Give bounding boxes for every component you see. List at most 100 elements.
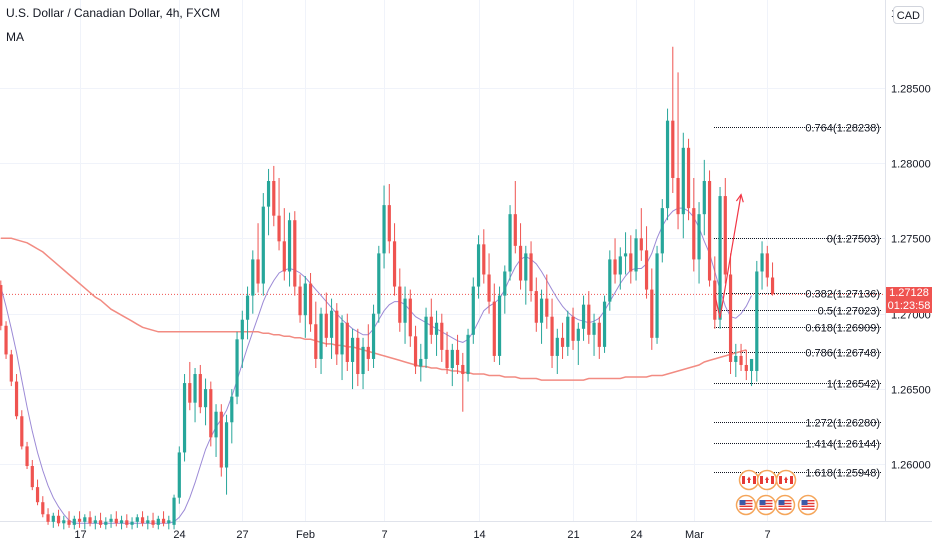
fib-extension-levels[interactable]: 0.764(1.28238) 0(1.27503) 0.382(1.27136) 0.… bbox=[714, 123, 882, 480]
candle bbox=[261, 193, 265, 296]
price-axis[interactable]: 1.260001.265001.270001.275001.280001.285… bbox=[891, 8, 931, 472]
ca-flag-icon[interactable] bbox=[738, 469, 760, 491]
candle-body bbox=[508, 214, 512, 272]
candle bbox=[182, 374, 187, 462]
candle-body bbox=[592, 322, 596, 335]
maple-leaf bbox=[784, 476, 788, 483]
candle bbox=[419, 343, 423, 382]
candle bbox=[529, 241, 533, 302]
candle-body bbox=[718, 196, 722, 320]
projection-arrowhead bbox=[735, 193, 744, 203]
candle bbox=[387, 184, 391, 254]
candle bbox=[466, 328, 470, 382]
candle bbox=[382, 185, 386, 269]
candle bbox=[172, 494, 176, 530]
candle bbox=[560, 322, 565, 359]
candle bbox=[245, 286, 250, 340]
candle bbox=[83, 514, 87, 530]
time-tick-label: 24 bbox=[630, 529, 642, 541]
candle bbox=[188, 361, 192, 411]
candle-body bbox=[770, 277, 775, 295]
time-tick-label: 7 bbox=[764, 529, 770, 541]
flag-stripe bbox=[759, 502, 773, 505]
candle-body bbox=[413, 336, 418, 367]
candle-body bbox=[230, 396, 234, 423]
flag-canton bbox=[778, 500, 785, 505]
candle-body bbox=[156, 518, 160, 525]
candle-body bbox=[471, 286, 475, 335]
ma-legend[interactable]: MA bbox=[6, 30, 24, 44]
candle-body bbox=[702, 180, 706, 215]
currency-badge[interactable]: CAD bbox=[892, 6, 924, 24]
candle-body bbox=[419, 358, 423, 367]
chart-title: U.S. Dollar / Canadian Dollar, 4h, FXCM bbox=[6, 6, 221, 20]
us-flag-icon[interactable] bbox=[755, 494, 777, 516]
us-flag-icon[interactable] bbox=[774, 494, 796, 516]
candle bbox=[251, 250, 255, 314]
flag-stripe bbox=[778, 508, 792, 510]
candle-body bbox=[172, 497, 176, 525]
candle bbox=[744, 349, 748, 381]
flag-stripe bbox=[739, 500, 753, 502]
candle bbox=[198, 364, 202, 414]
candle-body bbox=[261, 206, 265, 284]
flag-ring bbox=[774, 494, 796, 516]
candle-body bbox=[697, 214, 701, 260]
candle bbox=[534, 277, 538, 332]
candle bbox=[240, 310, 244, 368]
candle-body bbox=[319, 313, 323, 359]
candle-body bbox=[203, 389, 208, 408]
candle-body bbox=[461, 364, 465, 375]
fib-level-label: 0.382(1.27136) bbox=[805, 289, 880, 301]
flag-stripe bbox=[801, 505, 815, 507]
candle-body bbox=[198, 374, 202, 408]
fib-level-label: 1.414(1.26144) bbox=[805, 439, 880, 451]
candle bbox=[592, 313, 596, 356]
candle-body bbox=[125, 520, 129, 525]
ca-flag-icon[interactable] bbox=[775, 469, 797, 491]
candle-body bbox=[555, 337, 559, 356]
time-tick-label: 24 bbox=[173, 529, 185, 541]
candle-body bbox=[639, 238, 643, 251]
candle bbox=[209, 381, 213, 447]
candle bbox=[256, 223, 260, 293]
candle bbox=[739, 343, 743, 372]
candle-body bbox=[377, 253, 381, 314]
candle bbox=[203, 378, 208, 426]
candle bbox=[429, 298, 433, 344]
candle-body bbox=[177, 452, 181, 498]
candle bbox=[20, 410, 24, 450]
candle-body bbox=[30, 466, 34, 488]
candle-body bbox=[0, 285, 3, 326]
candle-body bbox=[655, 253, 659, 338]
candle-body bbox=[671, 120, 675, 178]
time-axis[interactable]: 17 24 27 Feb 7 14 21 24 Mar 7 bbox=[74, 529, 770, 541]
candle bbox=[697, 202, 701, 284]
candle bbox=[618, 247, 622, 290]
candle bbox=[497, 286, 502, 365]
candle-body bbox=[93, 520, 97, 524]
candle-body bbox=[602, 301, 607, 347]
candle bbox=[760, 241, 764, 290]
candle-body bbox=[755, 271, 759, 372]
candle bbox=[125, 514, 129, 528]
candle bbox=[109, 514, 113, 528]
candle-body bbox=[293, 220, 297, 287]
us-flag-icon[interactable] bbox=[797, 494, 819, 516]
candle-body bbox=[440, 322, 444, 350]
candle bbox=[371, 304, 376, 368]
candle-body bbox=[466, 334, 470, 375]
candle bbox=[345, 313, 349, 372]
candle-body bbox=[560, 337, 565, 347]
candle bbox=[0, 280, 3, 331]
candle-body bbox=[266, 180, 271, 207]
us-flag-icon[interactable] bbox=[735, 494, 757, 516]
ca-flag-icon[interactable] bbox=[756, 469, 778, 491]
projection-arrow[interactable] bbox=[714, 193, 744, 319]
candle-body bbox=[571, 316, 575, 341]
economic-events[interactable] bbox=[735, 469, 819, 516]
candle-body bbox=[760, 253, 764, 272]
flag-ring bbox=[797, 494, 819, 516]
